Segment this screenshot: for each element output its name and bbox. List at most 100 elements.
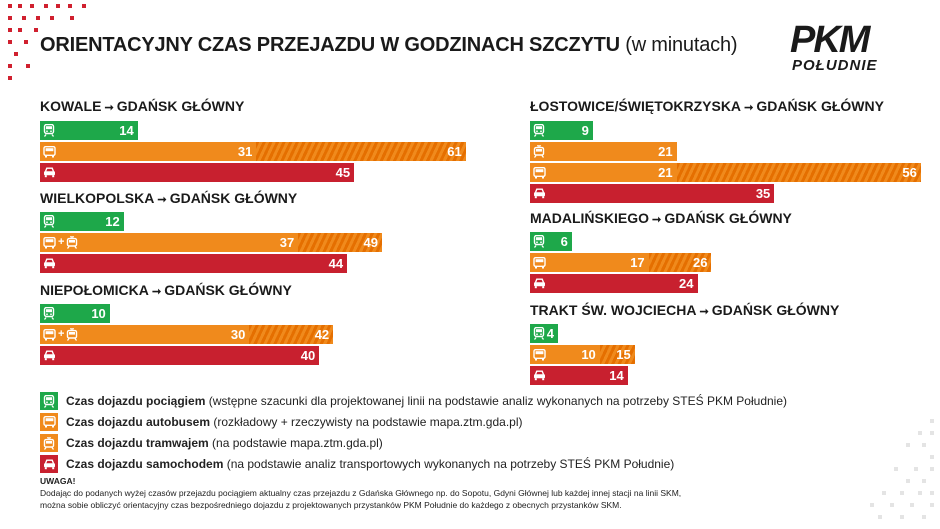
bar-icon-group	[40, 121, 55, 140]
bar-icon-group	[40, 254, 56, 273]
bar-car: 45	[40, 163, 355, 182]
bar-value-label: 21	[658, 165, 673, 180]
legend-tram-text: Czas dojazdu tramwajem (na podstawie map…	[66, 434, 383, 452]
decor-dot	[882, 491, 886, 495]
bar-icon-group	[40, 142, 56, 161]
bar-fill	[530, 163, 677, 182]
route-from: MADALIŃSKIEGO	[530, 210, 649, 226]
bar-value-label: 10	[91, 306, 106, 321]
decorative-dots-bottom-right	[870, 419, 934, 519]
bar-icon-group	[530, 345, 546, 364]
decor-dot	[930, 503, 934, 507]
bus-icon	[43, 236, 56, 249]
decor-dot	[894, 467, 898, 471]
bar-car: 35	[530, 184, 775, 203]
decor-dot	[36, 16, 40, 20]
bar-bus: 17 26	[530, 253, 712, 272]
decor-dot	[56, 4, 60, 8]
bar-train: 4	[530, 324, 558, 343]
note-line-1: Dodając do podanych wyżej czasów przejaz…	[40, 488, 682, 498]
route-title: KOWALE ➞ GDAŃSK GŁÓWNY	[40, 98, 244, 114]
bar-icon-group	[530, 366, 546, 385]
route-arrow-icon: ➞	[148, 286, 165, 298]
train-icon	[43, 307, 55, 320]
decor-dot	[918, 491, 922, 495]
bar-icon-group	[40, 212, 55, 231]
bar-range-hatch	[648, 253, 712, 272]
bar-value-label: 24	[679, 276, 694, 291]
car-icon	[533, 278, 546, 289]
legend-tram-icon-box	[40, 434, 58, 452]
bar-value-label: 21	[658, 144, 673, 159]
bus-icon	[43, 328, 56, 341]
bar-range-hatch	[249, 325, 334, 344]
legend-tram-desc: (na podstawie mapa.ztm.gda.pl)	[208, 436, 383, 450]
bar-bus: 21 56	[530, 163, 921, 182]
car-icon	[533, 370, 546, 381]
decor-dot	[34, 28, 38, 32]
bar-fill	[530, 142, 677, 161]
train-icon	[43, 215, 55, 228]
title-sub: (w minutach)	[625, 34, 738, 56]
route-to: GDAŃSK GŁÓWNY	[116, 98, 245, 114]
bar-max-value-label: 26	[693, 255, 708, 270]
bar-value-label: 9	[581, 123, 589, 138]
bar-fill	[40, 121, 138, 140]
bar-fill	[530, 232, 572, 251]
pkm-logo: PKM POŁUDNIE	[790, 21, 906, 74]
decor-dot	[930, 467, 934, 471]
legend-train-bold: Czas dojazdu pociągiem	[66, 394, 206, 408]
bar-value-label: 45	[335, 165, 351, 180]
decor-dot	[70, 16, 74, 20]
bar-range-hatch	[256, 142, 466, 161]
bar-train: 14	[40, 121, 138, 140]
decor-dot	[870, 503, 874, 507]
legend-train-text: Czas dojazdu pociągiem (wstępne szacunki…	[66, 392, 787, 410]
train-icon	[533, 124, 545, 137]
decor-dot	[922, 443, 926, 447]
bar-fill	[530, 253, 649, 272]
bar-value-label: 35	[755, 186, 771, 201]
decor-dot	[68, 4, 72, 8]
route-arrow-icon: ➞	[741, 102, 757, 114]
decor-dot	[8, 4, 12, 8]
bar-value-label: 14	[609, 368, 624, 383]
bar-fill	[530, 345, 600, 364]
bar-value-label: 40	[300, 348, 316, 363]
bar-value-label: 17	[630, 255, 645, 270]
route-from: NIEPOŁOMICKA	[40, 282, 149, 298]
decor-dot	[890, 503, 894, 507]
bar-icon-group	[40, 304, 55, 323]
decor-dot	[18, 4, 22, 8]
bar-range-hatch	[599, 345, 635, 364]
bus-icon	[533, 166, 546, 179]
bar-icon-group	[40, 163, 56, 182]
decor-dot	[18, 28, 22, 32]
bar-max-value-label: 61	[447, 144, 462, 159]
route-to: GDAŃSK GŁÓWNY	[164, 282, 292, 298]
bar-car: 24	[530, 274, 698, 293]
bar-icon-group	[530, 121, 545, 140]
decor-dot	[900, 491, 904, 495]
route-arrow-icon: ➞	[649, 214, 665, 226]
bar-value-label: 6	[560, 234, 568, 249]
bar-fill	[40, 212, 124, 231]
plus-sign: +	[58, 236, 65, 248]
bus-icon	[533, 256, 546, 269]
bar-fill	[40, 346, 320, 365]
route-arrow-icon: ➞	[696, 306, 712, 318]
legend-tram-bold: Czas dojazdu tramwajem	[66, 436, 209, 450]
route-to: GDAŃSK GŁÓWNY	[664, 210, 792, 226]
bar-car: 40	[40, 346, 320, 365]
decor-dot	[14, 52, 18, 56]
decor-dot	[930, 455, 934, 459]
decor-dot	[8, 28, 12, 32]
bar-icon-group	[530, 142, 545, 161]
route-from: WIELKOPOLSKA	[40, 190, 155, 206]
route-to: GDAŃSK GŁÓWNY	[756, 98, 884, 114]
decor-dot	[914, 467, 918, 471]
decor-dot	[900, 515, 904, 519]
legend-train-icon-box	[40, 392, 58, 410]
decor-dot	[910, 503, 914, 507]
bar-icon-group	[530, 324, 545, 343]
